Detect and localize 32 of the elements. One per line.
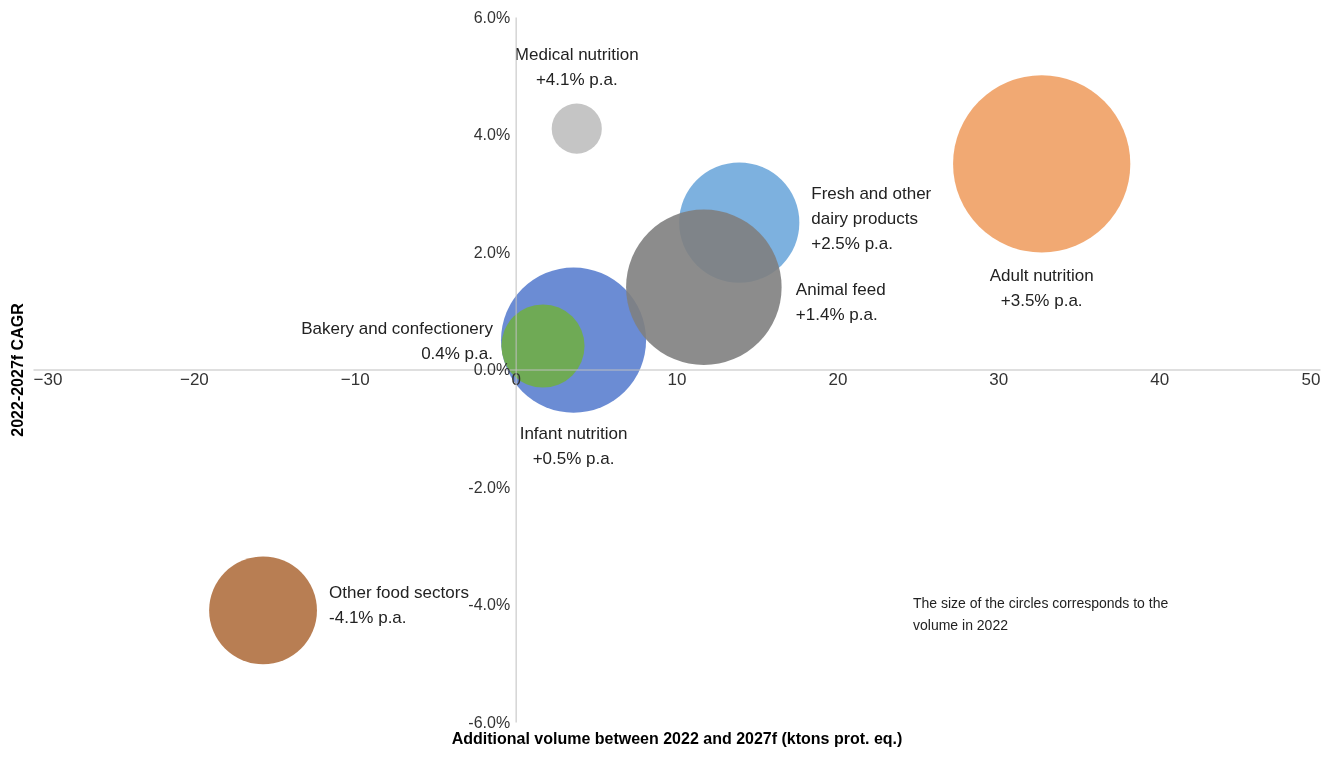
series-label: Infant nutrition (519, 424, 628, 444)
series-label: Animal feed (795, 280, 886, 300)
data-label: +1.4% p.a. (795, 305, 878, 325)
y-tick-label: -6.0% (468, 713, 511, 731)
y-tick-label: 0.0% (473, 361, 511, 378)
series-label: Fresh and other dairy products (811, 183, 932, 228)
data-label: +2.5% p.a. (811, 233, 894, 253)
data-label: 0.4% p.a. (421, 344, 493, 363)
y-tick-label: -4.0% (468, 596, 511, 613)
y-tick-label: 2.0% (473, 243, 511, 261)
y-axis-title: 2022-2027f CAGR (8, 302, 26, 437)
x-axis-title: Additional volume between 2022 and 2027f (ktons prot. eq.) (451, 729, 903, 747)
annotation: The size of the circles corresponds to the volume in 2022 (913, 595, 1169, 633)
x-tick-label: 20 (828, 370, 848, 389)
data-label: +0.5% p.a. (532, 449, 615, 469)
x-tick-label: −30 (33, 370, 63, 389)
data-label: +4.1% p.a. (535, 69, 618, 89)
series-label: Adult nutrition (989, 265, 1094, 285)
data-label: +3.5% p.a. (1000, 290, 1083, 310)
x-tick-label: 40 (1150, 370, 1170, 389)
x-tick-label: 10 (667, 370, 687, 389)
x-tick-label: 50 (1301, 370, 1321, 389)
y-tick-label: -2.0% (468, 478, 511, 496)
x-tick-label: −20 (179, 370, 209, 389)
x-tick-label: −10 (340, 370, 370, 389)
text: Medical nutrition (514, 44, 639, 64)
series-label: Bakery and confectionery (301, 319, 494, 338)
y-tick-label: 6.0% (473, 8, 511, 26)
data-label: -4.1% p.a. (329, 608, 407, 628)
series-label: Other food sectors (329, 583, 469, 603)
x-tick-label: 30 (989, 370, 1009, 389)
y-tick-label: 4.0% (473, 126, 511, 143)
